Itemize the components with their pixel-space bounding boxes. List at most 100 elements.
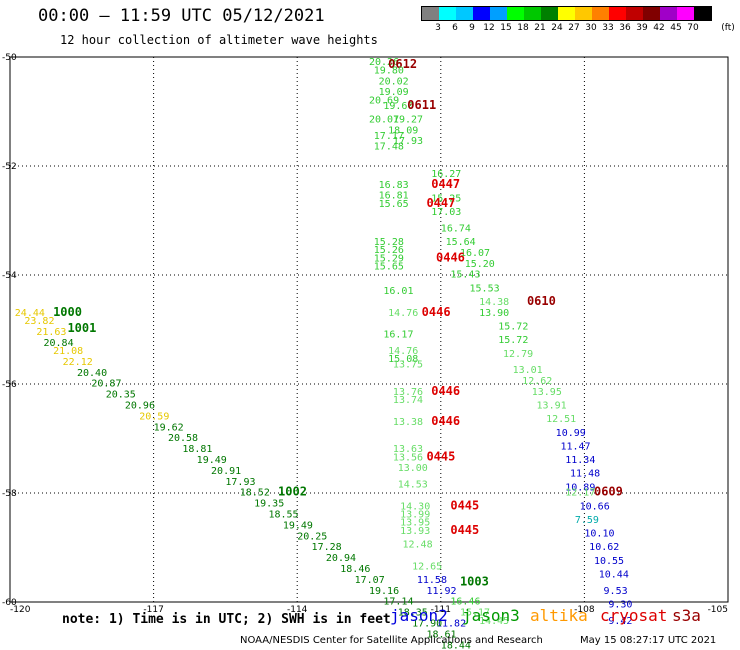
wave-height-label: 9.53	[604, 586, 628, 597]
wave-height-label: 18.44	[441, 640, 471, 650]
wave-height-label: 12.65	[412, 561, 442, 572]
wave-height-label: 21.63	[36, 327, 66, 338]
wave-height-label: 19.80	[374, 65, 404, 76]
wave-height-label: 19.49	[197, 455, 227, 466]
time-label: 0447	[431, 177, 460, 191]
chart-subtitle: 12 hour collection of altimeter wave hei…	[60, 33, 378, 47]
wave-height-label: 10.89	[565, 482, 595, 493]
wave-height-label: 19.35	[254, 499, 284, 510]
wave-height-label: 15.65	[374, 262, 404, 273]
wave-height-label: 18.46	[340, 564, 370, 575]
legend-swatch	[592, 7, 609, 20]
y-tick-label: -56	[2, 380, 17, 390]
wave-height-label: 10.66	[580, 501, 610, 512]
legend-swatch	[524, 7, 541, 20]
satellite-altika: altika	[530, 606, 588, 625]
y-tick-label: -50	[2, 53, 17, 63]
legend-swatch	[575, 7, 592, 20]
wave-height-label: 19.49	[283, 520, 313, 531]
wave-height-label: 19.62	[154, 422, 184, 433]
legend-value: 18	[517, 23, 529, 33]
y-tick-label: -58	[2, 489, 17, 499]
wave-height-label: 20.59	[139, 411, 169, 422]
legend-value: 33	[602, 23, 614, 33]
x-tick-label: -111	[431, 605, 451, 615]
wave-height-label: 16.83	[379, 180, 409, 191]
wave-height-label: 20.40	[77, 368, 107, 379]
wave-height-label: 14.30	[400, 501, 430, 512]
units-note: note: 1) Time is in UTC; 2) SWH is in fe…	[62, 612, 391, 627]
wave-height-label: 17.93	[393, 136, 423, 147]
color-legend: (ft) 3 6 9 12 15 18 21 24 27 30 33 36 39 42 45 70	[421, 6, 735, 35]
wave-height-label: 13.95	[532, 387, 562, 398]
wave-height-label: 20.02	[379, 76, 409, 87]
wave-height-label: 21.08	[53, 346, 83, 357]
wave-height-label: 11.82	[436, 619, 466, 630]
wave-height-label: 19.60	[383, 101, 413, 112]
wave-height-label: 12.51	[546, 414, 576, 425]
wave-height-label: 13.75	[393, 360, 423, 371]
wave-height-label: 24.44	[15, 308, 45, 319]
wave-height-label: 16.46	[450, 597, 480, 608]
wave-height-label: 10.55	[594, 556, 624, 567]
plot-frame	[9, 56, 729, 603]
wave-height-label: 18.09	[388, 125, 418, 136]
wave-height-label: 15.65	[379, 199, 409, 210]
legend-swatch	[490, 7, 507, 20]
legend-value: 42	[653, 23, 665, 33]
legend-value: 12	[483, 23, 495, 33]
time-label: 0447	[426, 196, 455, 210]
legend-value: 21	[534, 23, 546, 33]
wave-height-label: 15.08	[388, 354, 418, 365]
x-tick-label: -120	[10, 605, 31, 615]
x-tick-label: -108	[574, 605, 595, 615]
wave-height-label: 11.47	[560, 441, 590, 452]
time-label: 1003	[460, 575, 489, 589]
legend-value: 9	[469, 23, 475, 33]
wave-height-label: 20.87	[91, 379, 121, 390]
legend-value: 36	[619, 23, 631, 33]
wave-height-label: 10.99	[556, 428, 586, 439]
legend-swatch	[694, 7, 711, 20]
time-label: 0612	[388, 57, 417, 71]
time-label: 0445	[450, 523, 479, 537]
wave-height-label: 20.35	[106, 390, 136, 401]
wave-height-label: 10.44	[599, 569, 629, 580]
wave-height-label: 13.00	[398, 463, 428, 474]
wave-height-label: 15.29	[374, 253, 404, 264]
legend-swatch	[541, 7, 558, 20]
legend-swatch	[643, 7, 660, 20]
wave-height-label: 13.38	[393, 417, 423, 428]
wave-height-label: 11.58	[417, 575, 447, 586]
wave-height-label: 13.76	[393, 387, 423, 398]
wave-height-label: 20.26	[369, 57, 399, 68]
legend-swatch	[677, 7, 694, 20]
time-label: 0611	[407, 98, 436, 112]
x-tick-label: -114	[287, 605, 308, 615]
timestamp-text: May 15 08:27:17 UTC 2021	[580, 635, 717, 646]
legend-swatch	[558, 7, 575, 20]
wave-height-label: 15.53	[470, 283, 500, 294]
wave-height-label: 15.17	[460, 608, 490, 619]
wave-height-label: 16.07	[460, 248, 490, 259]
wave-height-label: 22.12	[63, 357, 93, 368]
legend-swatch	[439, 7, 456, 20]
wave-height-label: 12.62	[522, 376, 552, 387]
wave-height-label: 9.30	[608, 599, 632, 610]
wave-height-label: 17.48	[374, 142, 404, 153]
time-label: 0446	[431, 414, 460, 428]
satellite-jason2: jason2	[390, 606, 448, 625]
time-label: 0445	[450, 498, 479, 512]
wave-height-label: 16.74	[441, 223, 471, 234]
legend-value: 3	[435, 23, 441, 33]
axis-ticks: -120 -117 -114 -111 -108 -105 -50 -52 -54 -56 -58 -…	[2, 53, 728, 615]
y-tick-label: -54	[2, 271, 17, 281]
legend-value: 6	[452, 23, 458, 33]
wave-height-label: 15.72	[498, 322, 528, 333]
legend-value: 30	[585, 23, 597, 33]
legend-swatch	[473, 7, 490, 20]
legend-value: 45	[670, 23, 682, 33]
wave-height-label: 20.94	[326, 553, 356, 564]
wave-height-label: 14.53	[398, 480, 428, 491]
